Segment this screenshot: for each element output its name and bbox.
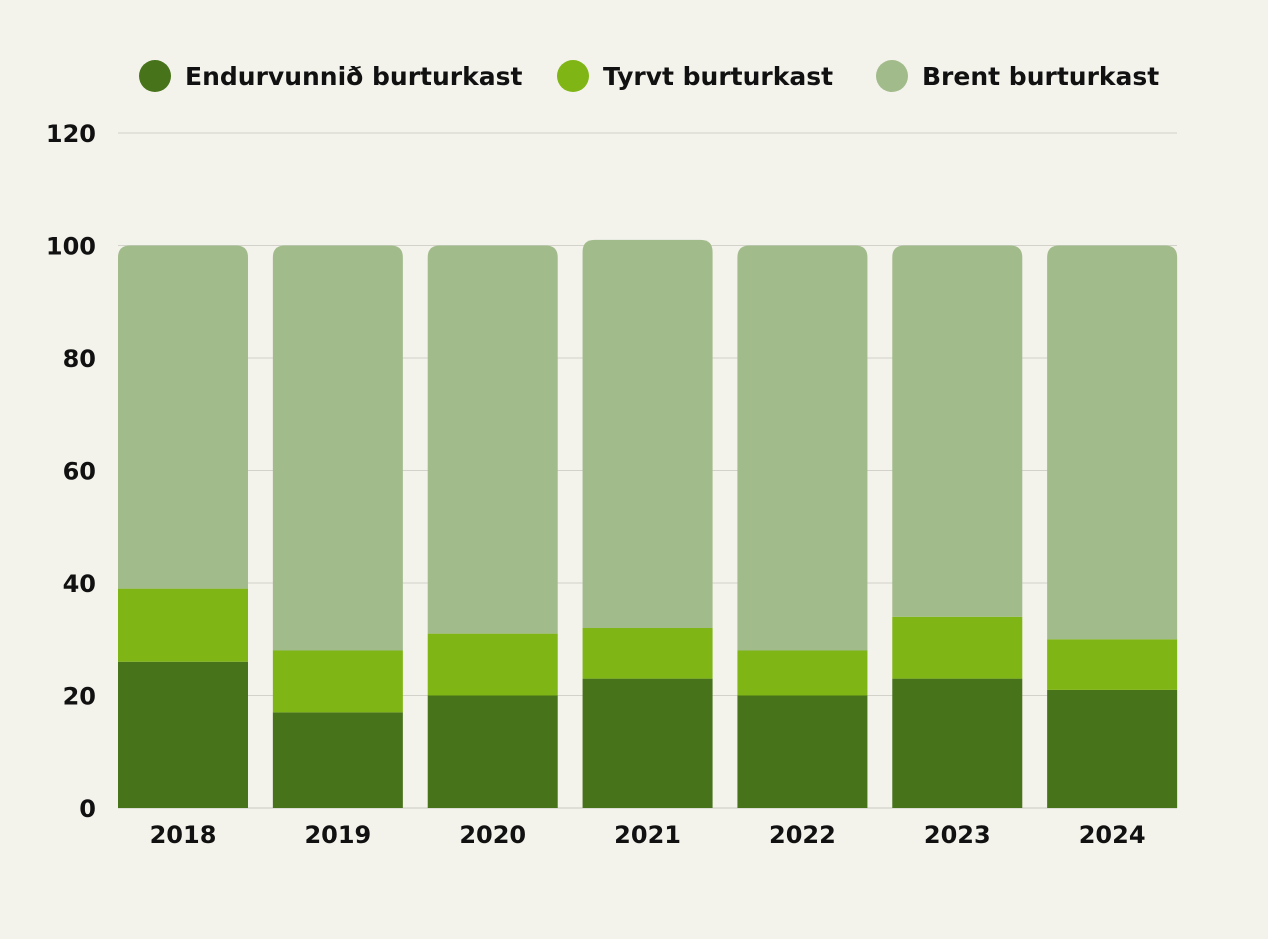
- legend-label: Brent burturkast: [922, 62, 1159, 91]
- bar-segment-2019-2: [272, 245, 403, 651]
- bars: [118, 239, 1178, 808]
- x-axis-labels: 2018 2019 2020 2021 2022 2023 2024: [150, 821, 1146, 849]
- legend: Endurvunnið burturkast Tyrvt burturkast Br…: [139, 60, 1159, 92]
- bar-group-2021: [582, 239, 713, 808]
- bar-segment-2021-2: [582, 239, 713, 628]
- x-tick-label: 2021: [614, 821, 681, 849]
- bar-segment-2018-2: [118, 245, 248, 589]
- bar-segment-2024-2: [1047, 245, 1178, 640]
- legend-label: Tyrvt burturkast: [603, 62, 833, 91]
- bar-segment-2018-1: [118, 588, 248, 662]
- bar-segment-2022-1: [737, 650, 868, 696]
- bar-segment-2022-2: [737, 245, 868, 651]
- bar-segment-2018-0: [118, 661, 248, 808]
- legend-label: Endurvunnið burturkast: [185, 62, 523, 91]
- bar-segment-2023-1: [892, 616, 1023, 679]
- y-tick-label: 80: [63, 345, 96, 373]
- bar-group-2019: [272, 245, 403, 808]
- legend-item: Endurvunnið burturkast: [139, 60, 523, 92]
- bar-segment-2022-0: [737, 695, 868, 808]
- bar-segment-2020-1: [427, 633, 558, 696]
- legend-swatch-icon: [557, 60, 589, 92]
- legend-swatch-icon: [139, 60, 171, 92]
- legend-item: Brent burturkast: [876, 60, 1159, 92]
- bar-segment-2019-1: [272, 650, 403, 713]
- bar-segment-2021-1: [582, 628, 713, 679]
- legend-item: Tyrvt burturkast: [557, 60, 833, 92]
- x-tick-label: 2023: [924, 821, 991, 849]
- bar-segment-2019-0: [272, 712, 403, 808]
- y-tick-label: 40: [63, 570, 96, 598]
- bar-group-2023: [892, 245, 1023, 808]
- y-tick-label: 100: [46, 233, 96, 261]
- x-tick-label: 2019: [304, 821, 371, 849]
- bar-group-2018: [118, 245, 248, 808]
- bar-segment-2024-0: [1047, 689, 1178, 808]
- x-tick-label: 2022: [769, 821, 836, 849]
- x-tick-label: 2024: [1079, 821, 1146, 849]
- y-tick-label: 120: [46, 120, 96, 148]
- bar-group-2024: [1047, 245, 1178, 808]
- y-tick-label: 60: [63, 458, 96, 486]
- bar-segment-2020-0: [427, 695, 558, 808]
- legend-swatch-icon: [876, 60, 908, 92]
- y-tick-label: 20: [63, 683, 96, 711]
- x-tick-label: 2020: [459, 821, 526, 849]
- bar-segment-2021-0: [582, 678, 713, 808]
- bar-group-2020: [427, 245, 558, 808]
- bar-segment-2023-0: [892, 678, 1023, 808]
- bar-segment-2023-2: [892, 245, 1023, 617]
- bar-segment-2020-2: [427, 245, 558, 634]
- y-tick-label: 0: [79, 795, 96, 823]
- x-tick-label: 2018: [150, 821, 217, 849]
- bar-segment-2024-1: [1047, 639, 1178, 690]
- bar-group-2022: [737, 245, 868, 808]
